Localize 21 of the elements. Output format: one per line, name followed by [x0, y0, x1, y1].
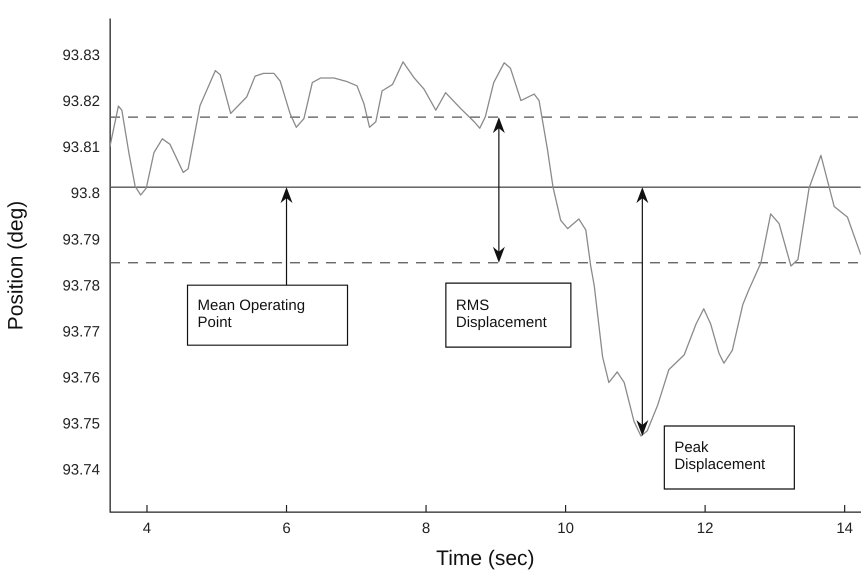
x-tick-label: 4 [142, 520, 152, 538]
x-axis-title: Time (sec) [436, 547, 535, 570]
y-tick-label: 93.81 [62, 139, 100, 156]
annotation: Peak Displacement [674, 439, 766, 474]
annotation: RMS Displacement [456, 296, 548, 331]
x-tick-label: 14 [836, 520, 853, 538]
x-tick-label: 10 [557, 520, 574, 538]
y-tick-label: 93.77 [62, 323, 100, 340]
y-tick-label: 93.79 [62, 231, 100, 248]
y-axis-title: Position (deg) [4, 200, 28, 330]
x-tick-label: 6 [282, 520, 291, 538]
y-tick-label: 93.83 [62, 47, 100, 64]
y-tick-label: 93.74 [62, 462, 100, 479]
y-tick-label: 93.75 [62, 416, 100, 433]
x-tick-label: 12 [696, 520, 714, 538]
annotation: Mean Operating Point [198, 296, 306, 331]
y-tick-label: 93.8 [70, 185, 100, 202]
x-tick-label: 8 [422, 520, 430, 538]
y-tick-label: 93.76 [62, 370, 100, 387]
y-tick-label: 93.78 [62, 277, 100, 294]
y-tick-label: 93.82 [62, 93, 100, 110]
